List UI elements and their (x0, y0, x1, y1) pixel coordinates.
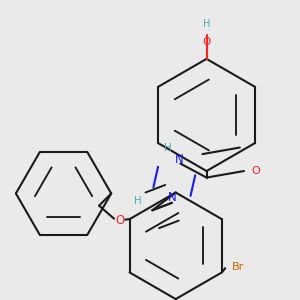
Text: N: N (168, 191, 176, 204)
Text: H: H (203, 19, 210, 29)
Text: H: H (134, 196, 142, 206)
Text: H: H (164, 143, 172, 153)
Text: Br: Br (232, 262, 244, 272)
Text: O: O (115, 214, 124, 227)
Text: N: N (175, 153, 184, 166)
Text: O: O (202, 38, 211, 47)
Text: O: O (251, 166, 260, 176)
